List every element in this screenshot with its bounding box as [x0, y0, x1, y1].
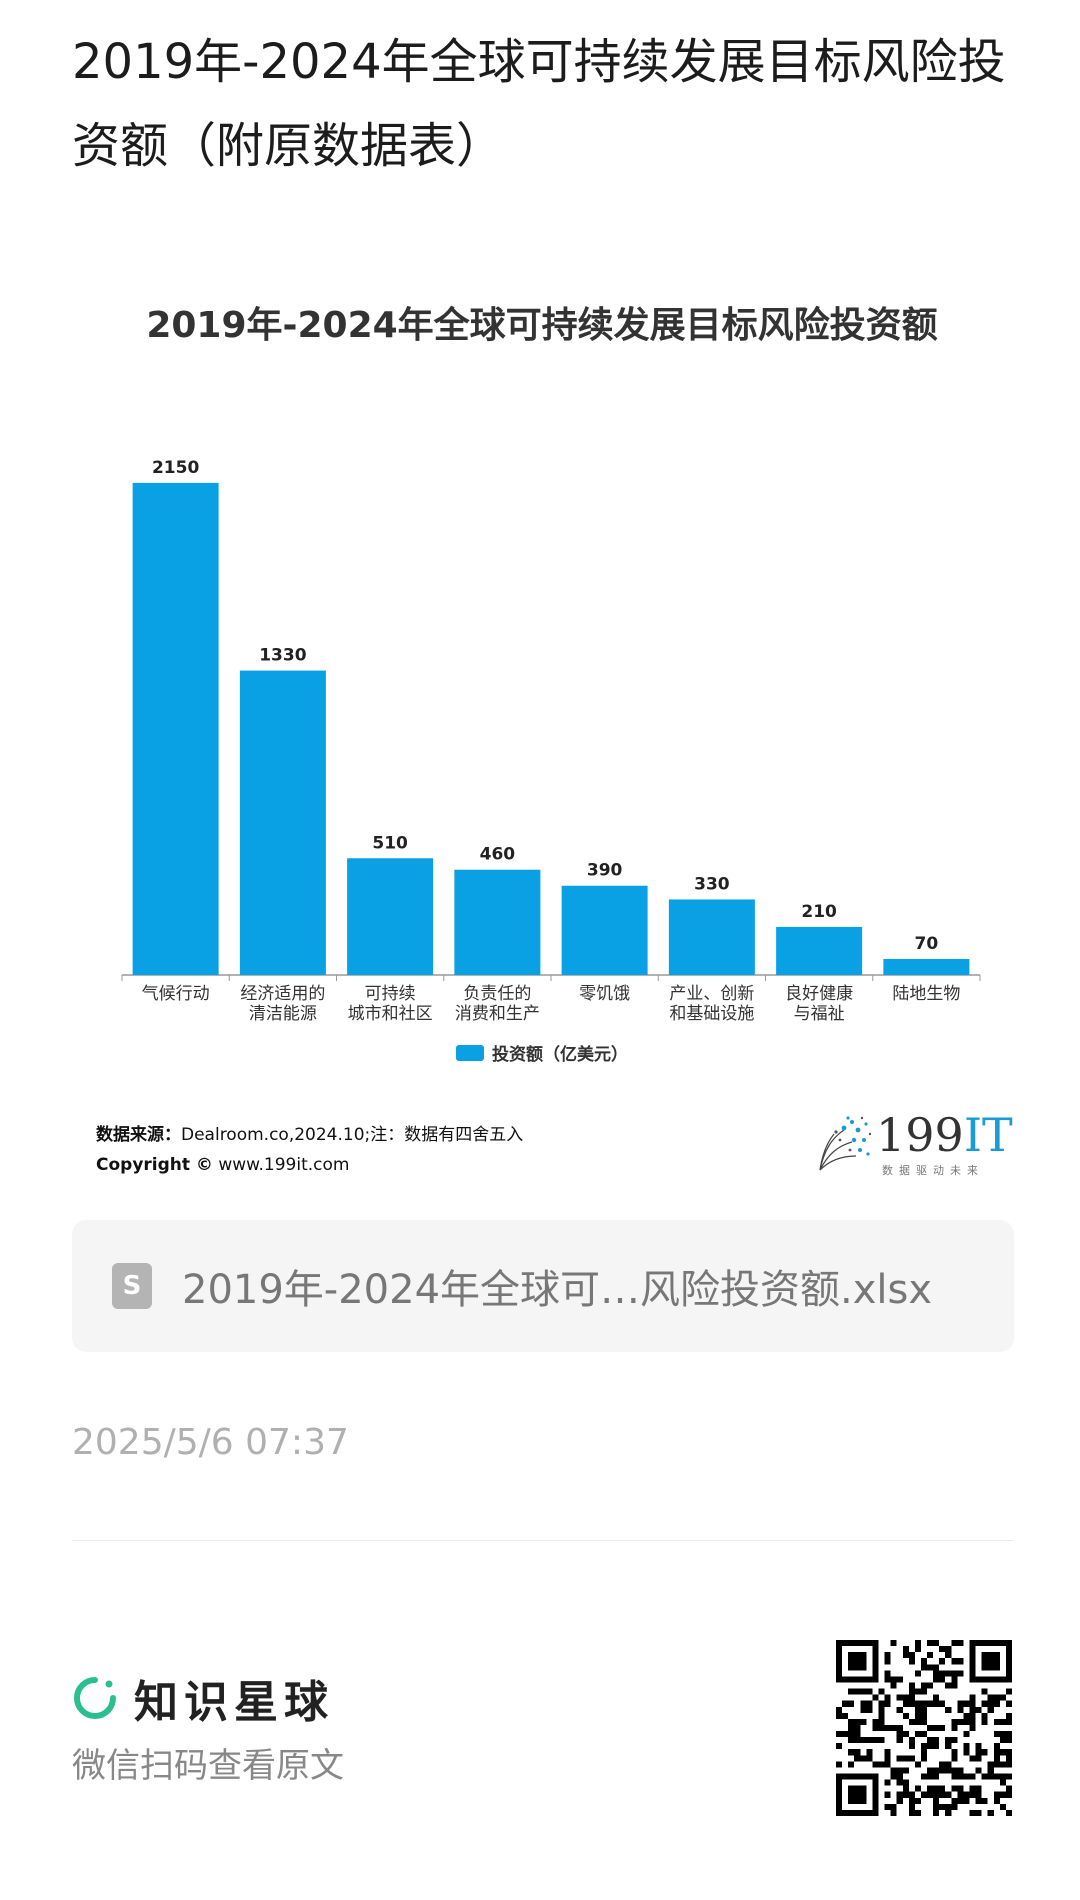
category-label: 气候行动 — [142, 984, 210, 1004]
chart-legend: 投资额（亿美元） — [72, 1040, 1012, 1065]
data-label: 1330 — [259, 646, 306, 666]
legend-swatch — [456, 1044, 484, 1061]
post-title: 2019年-2024年全球可持续发展目标风险投资额（附原数据表） — [72, 34, 1006, 174]
copyright-label: Copyright © — [96, 1155, 213, 1175]
data-label: 70 — [915, 934, 939, 954]
bar — [454, 869, 541, 975]
chart-card: 2019年-2024年全球可持续发展目标风险投资额 2150 气候行动 1330 经济… — [72, 270, 1008, 1200]
bar — [561, 885, 648, 975]
bar — [883, 958, 970, 975]
post-timestamp: 2025/5/6 07:37 — [72, 1422, 349, 1463]
brand-logo: 199IT 数据驱动未来 — [810, 1108, 1013, 1182]
qr-code-icon[interactable] — [836, 1640, 1012, 1816]
chart-title: 2019年-2024年全球可持续发展目标风险投资额 — [146, 305, 938, 346]
legend-label: 投资额（亿美元） — [492, 1045, 628, 1065]
data-label: 510 — [372, 833, 408, 853]
data-label: 210 — [801, 902, 837, 922]
category-label: 陆地生物 — [892, 984, 960, 1004]
data-label: 330 — [694, 874, 730, 894]
platform-logo: 知识星球 — [72, 1666, 334, 1730]
platform-name: 知识星球 — [134, 1677, 334, 1728]
category-label: 清洁能源 — [249, 1004, 317, 1024]
brand-it: IT — [963, 1108, 1013, 1162]
copyright-text: www.199it.com — [218, 1155, 350, 1175]
bar — [132, 482, 219, 975]
category-label: 可持续 — [365, 984, 416, 1004]
data-label: 390 — [587, 861, 623, 881]
bar — [239, 670, 326, 975]
bar — [776, 926, 863, 975]
divider — [72, 1540, 1014, 1541]
brand-num: 199 — [876, 1108, 964, 1162]
category-label: 产业、创新 — [669, 984, 754, 1004]
category-label: 负责任的 — [463, 984, 531, 1004]
category-label: 城市和社区 — [348, 1004, 433, 1024]
planet-ring-icon — [74, 1677, 116, 1719]
scan-hint: 微信扫码查看原文 — [72, 1746, 344, 1786]
file-icon: S — [112, 1263, 152, 1309]
bar — [347, 858, 434, 975]
attachment-filename[interactable]: 2019年-2024年全球可…风险投资额.xlsx — [182, 1267, 933, 1313]
data-label: 460 — [480, 845, 516, 865]
category-label: 消费和生产 — [455, 1004, 540, 1024]
category-label: 良好健康 — [785, 984, 853, 1004]
brand-tagline: 数据驱动未来 — [882, 1164, 984, 1177]
dandelion-icon — [819, 1116, 872, 1171]
bar — [668, 899, 755, 975]
copyright-line: Copyright © www.199it.com — [96, 1150, 523, 1180]
category-label: 零饥饿 — [579, 984, 630, 1004]
category-label: 与福祉 — [794, 1004, 845, 1024]
source-line: 数据来源：Dealroom.co,2024.10;注：数据有四舍五入 — [96, 1120, 523, 1150]
source-label: 数据来源： — [96, 1125, 181, 1145]
category-label: 和基础设施 — [669, 1004, 754, 1024]
source-text: Dealroom.co,2024.10;注：数据有四舍五入 — [181, 1125, 524, 1145]
brand-wordmark: 199IT — [876, 1108, 1013, 1162]
source-note: 数据来源：Dealroom.co,2024.10;注：数据有四舍五入 Copyr… — [96, 1120, 523, 1180]
data-label: 2150 — [152, 458, 199, 478]
attachment-card[interactable]: S 2019年-2024年全球可…风险投资额.xlsx — [72, 1220, 1014, 1352]
category-label: 经济适用的 — [240, 984, 325, 1004]
